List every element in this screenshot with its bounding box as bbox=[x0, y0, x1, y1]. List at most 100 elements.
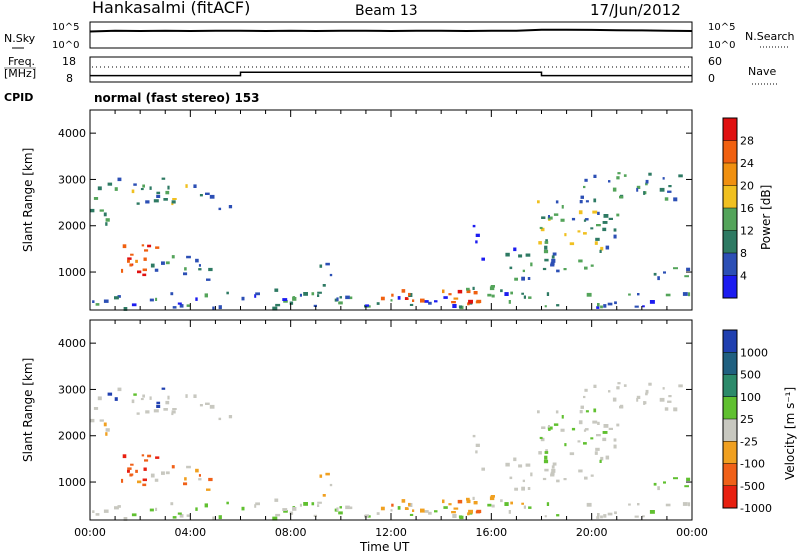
power-cell bbox=[170, 292, 174, 296]
power-cell bbox=[452, 304, 457, 308]
power-cell bbox=[593, 198, 597, 203]
power-cell bbox=[607, 302, 613, 306]
power-cell bbox=[218, 305, 222, 310]
power-cell bbox=[167, 185, 170, 190]
velocity-cell bbox=[345, 505, 350, 510]
power-cell bbox=[543, 249, 549, 254]
velocity-cell bbox=[649, 510, 655, 514]
power-cell bbox=[117, 295, 121, 298]
power-cell bbox=[283, 300, 288, 303]
velocity-cell bbox=[667, 400, 672, 403]
velocity-cell bbox=[521, 502, 524, 505]
velocity-cell bbox=[195, 507, 198, 511]
velocity-cell bbox=[195, 468, 199, 473]
colorbar-swatch bbox=[723, 485, 737, 508]
velocity-cell bbox=[390, 509, 393, 512]
velocity-cell bbox=[103, 422, 107, 427]
power-cell bbox=[590, 264, 594, 267]
time-axis-label: Time UT bbox=[359, 540, 410, 554]
power-cell bbox=[136, 202, 140, 205]
power-cell bbox=[208, 267, 213, 272]
power-cell bbox=[289, 301, 294, 305]
velocity-cell bbox=[584, 388, 588, 392]
velocity-cell bbox=[684, 485, 689, 488]
velocity-cell bbox=[156, 404, 161, 408]
power-cell bbox=[334, 298, 338, 302]
velocity-cell bbox=[556, 479, 560, 483]
power-cell bbox=[583, 232, 587, 235]
velocity-cell bbox=[580, 405, 584, 409]
power-cell bbox=[147, 244, 152, 248]
power-cell bbox=[521, 292, 524, 295]
power-cell bbox=[274, 288, 279, 292]
velocity-cell bbox=[206, 488, 211, 491]
power-cell bbox=[345, 295, 350, 300]
velocity-cell bbox=[686, 477, 691, 481]
velocity-cell bbox=[131, 513, 137, 517]
power-cell bbox=[434, 300, 438, 303]
power-cell bbox=[550, 261, 555, 265]
velocity-cell bbox=[578, 469, 583, 473]
power-cell bbox=[292, 297, 297, 301]
velocity-cell bbox=[114, 506, 119, 510]
power-cell bbox=[673, 197, 678, 202]
velocity-cell bbox=[179, 514, 184, 518]
power-cell bbox=[513, 247, 517, 252]
power-cell bbox=[594, 241, 598, 245]
velocity-cell bbox=[153, 409, 159, 413]
beam-title: Beam 13 bbox=[355, 3, 418, 19]
velocity-cell bbox=[665, 503, 671, 507]
power-cell bbox=[613, 234, 617, 239]
power-cell bbox=[551, 258, 556, 263]
colorbar-tick-label: 500 bbox=[740, 369, 761, 382]
power-cell bbox=[584, 218, 589, 221]
power-cell bbox=[608, 180, 611, 183]
power-cell bbox=[103, 212, 107, 217]
velocity-cell bbox=[583, 442, 587, 445]
nave-label: Nave bbox=[748, 65, 776, 78]
power-cell bbox=[550, 263, 555, 267]
power-cell bbox=[580, 195, 584, 199]
power-cell bbox=[131, 303, 137, 307]
power-cell bbox=[317, 291, 322, 294]
velocity-cell bbox=[443, 506, 448, 509]
velocity-cell bbox=[551, 468, 556, 473]
power-cell bbox=[163, 198, 168, 201]
power-cell bbox=[198, 268, 202, 271]
power-cell bbox=[241, 296, 245, 301]
power-cell bbox=[597, 303, 600, 307]
power-cell bbox=[616, 176, 620, 180]
velocity-cell bbox=[313, 514, 317, 517]
power-cell bbox=[93, 197, 99, 200]
velocity-cell bbox=[645, 392, 648, 396]
colorbar-tick-label: 28 bbox=[740, 135, 754, 148]
power-cell bbox=[376, 302, 380, 305]
velocity-cell bbox=[317, 501, 322, 504]
velocity-cell bbox=[131, 399, 135, 404]
power-cell bbox=[556, 304, 560, 307]
velocity-cell bbox=[380, 506, 385, 511]
velocity-cell bbox=[662, 387, 665, 390]
velocity-cell bbox=[468, 509, 473, 514]
power-cell bbox=[165, 261, 170, 265]
station-title: Hankasalmi (fitACF) bbox=[92, 0, 250, 17]
power-cell bbox=[313, 304, 317, 307]
velocity-cell bbox=[584, 476, 588, 480]
power-cell bbox=[583, 219, 587, 222]
power-cell bbox=[380, 296, 385, 301]
power-cell bbox=[616, 213, 620, 217]
velocity-cell bbox=[241, 506, 245, 511]
velocity-cell bbox=[434, 510, 438, 513]
power-cell bbox=[135, 259, 138, 263]
power-cell bbox=[206, 278, 211, 281]
velocity-cell bbox=[547, 426, 553, 430]
velocity-cell bbox=[193, 394, 197, 398]
velocity-cell bbox=[569, 452, 575, 456]
power-cell bbox=[466, 289, 471, 294]
nave-tick-bottom: 0 bbox=[708, 72, 715, 85]
velocity-cell bbox=[154, 478, 159, 482]
velocity-cell bbox=[156, 401, 161, 405]
velocity-cell bbox=[579, 410, 583, 414]
velocity-cell bbox=[165, 400, 170, 405]
power-cell bbox=[605, 245, 610, 250]
